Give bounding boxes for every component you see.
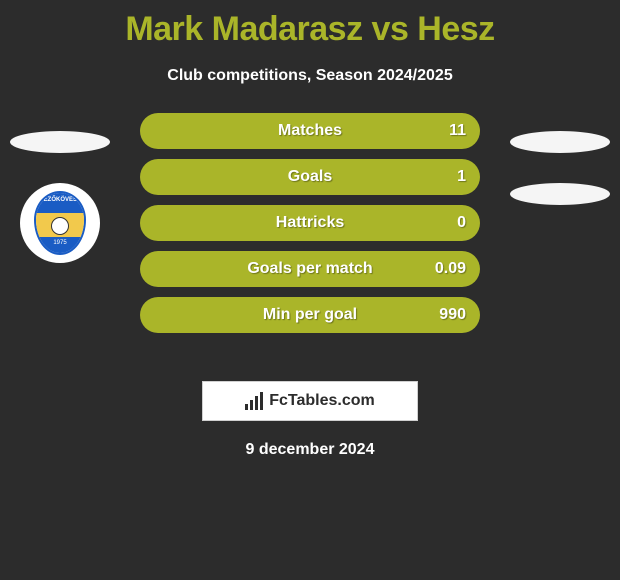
- stat-bar: Hattricks 0: [140, 205, 480, 241]
- brand-chart-icon: [245, 392, 263, 410]
- club-badge: MEZŐKÖVESD 1975: [20, 183, 100, 263]
- stat-bar: Goals 1: [140, 159, 480, 195]
- club-badge-top-text: MEZŐKÖVESD: [36, 193, 84, 213]
- stat-label: Goals: [288, 168, 332, 186]
- page-subtitle: Club competitions, Season 2024/2025: [0, 67, 620, 85]
- stat-bar: Matches 11: [140, 113, 480, 149]
- brand-name: FcTables.com: [269, 392, 375, 410]
- stat-label: Goals per match: [247, 260, 372, 278]
- club-badge-year: 1975: [36, 237, 84, 253]
- stat-bar: Min per goal 990: [140, 297, 480, 333]
- footer-date: 9 december 2024: [0, 441, 620, 459]
- stat-value: 11: [449, 122, 466, 140]
- player-marker-right-1: [510, 131, 610, 153]
- stat-bars-container: Matches 11 Goals 1 Hattricks 0 Goals per…: [140, 113, 480, 333]
- page-title: Mark Madarasz vs Hesz: [0, 0, 620, 49]
- stat-label: Matches: [278, 122, 342, 140]
- stats-comparison-area: MEZŐKÖVESD 1975 Matches 11 Goals 1 Hattr…: [0, 113, 620, 373]
- stat-value: 0.09: [435, 260, 466, 278]
- stat-label: Hattricks: [276, 214, 344, 232]
- stat-bar: Goals per match 0.09: [140, 251, 480, 287]
- club-badge-shield: MEZŐKÖVESD 1975: [34, 191, 86, 255]
- player-marker-left: [10, 131, 110, 153]
- stat-value: 0: [457, 214, 466, 232]
- stat-value: 1: [457, 168, 466, 186]
- stat-label: Min per goal: [263, 306, 357, 324]
- brand-footer-card[interactable]: FcTables.com: [202, 381, 418, 421]
- player-marker-right-2: [510, 183, 610, 205]
- club-badge-ball-icon: [51, 217, 69, 235]
- stat-value: 990: [439, 306, 466, 324]
